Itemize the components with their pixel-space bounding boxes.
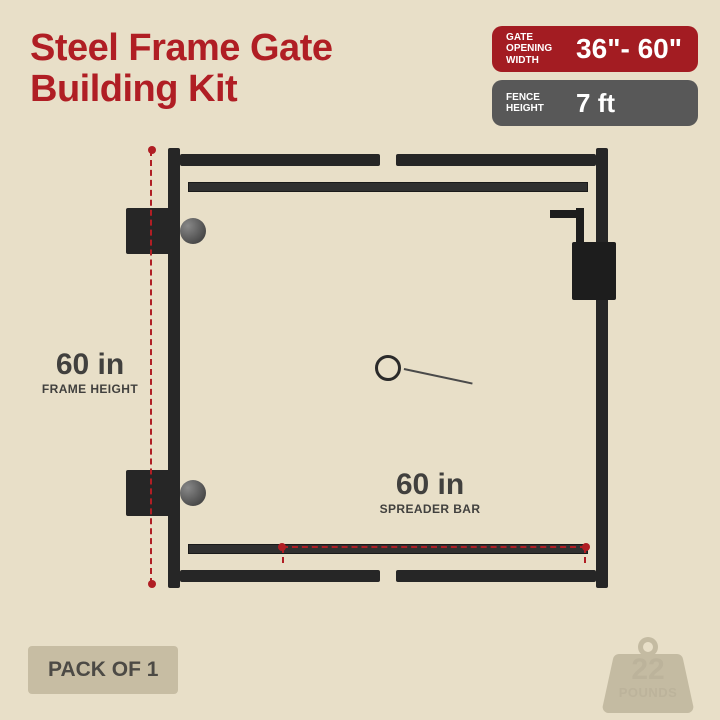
dimension-line-horizontal <box>282 546 586 548</box>
rail-bottom-left <box>180 570 380 582</box>
spreader-bar-top <box>188 182 588 192</box>
post-right <box>596 148 608 588</box>
frame-height-caption: FRAME HEIGHT <box>40 382 140 396</box>
latch-hardware <box>572 242 616 300</box>
pack-quantity-badge: PACK OF 1 <box>28 646 178 694</box>
gate-illustration <box>168 148 608 588</box>
rail-bottom-right <box>396 570 596 582</box>
badge-value: 7 ft <box>570 88 631 119</box>
badge-fence-height: FENCE HEIGHT 7 ft <box>492 80 698 126</box>
hinge-bottom <box>126 470 180 516</box>
hinge-top <box>126 208 180 254</box>
frame-height-label: 60 in FRAME HEIGHT <box>40 348 140 396</box>
weight-badge: 22 POUNDS <box>600 635 696 700</box>
title-line-1: Steel Frame Gate <box>30 27 332 69</box>
spreader-value: 60 in <box>320 468 540 502</box>
title-line-2: Building Kit <box>30 68 237 110</box>
badge-value: 36"- 60" <box>570 33 698 65</box>
truss-ring <box>375 355 401 381</box>
spec-badges: GATE OPENING WIDTH 36"- 60" FENCE HEIGHT… <box>492 26 698 126</box>
product-title: Steel Frame Gate Building Kit <box>30 28 332 110</box>
weight-value: 22 <box>600 655 696 685</box>
rail-top-right <box>396 154 596 166</box>
dimension-line-vertical <box>150 150 152 584</box>
badge-label: FENCE HEIGHT <box>492 92 570 115</box>
frame-height-value: 60 in <box>40 348 140 382</box>
rail-top-left <box>180 154 380 166</box>
badge-gate-opening: GATE OPENING WIDTH 36"- 60" <box>492 26 698 72</box>
spreader-label: 60 in SPREADER BAR <box>320 468 540 516</box>
spreader-caption: SPREADER BAR <box>320 502 540 516</box>
badge-label: GATE OPENING WIDTH <box>492 32 570 67</box>
